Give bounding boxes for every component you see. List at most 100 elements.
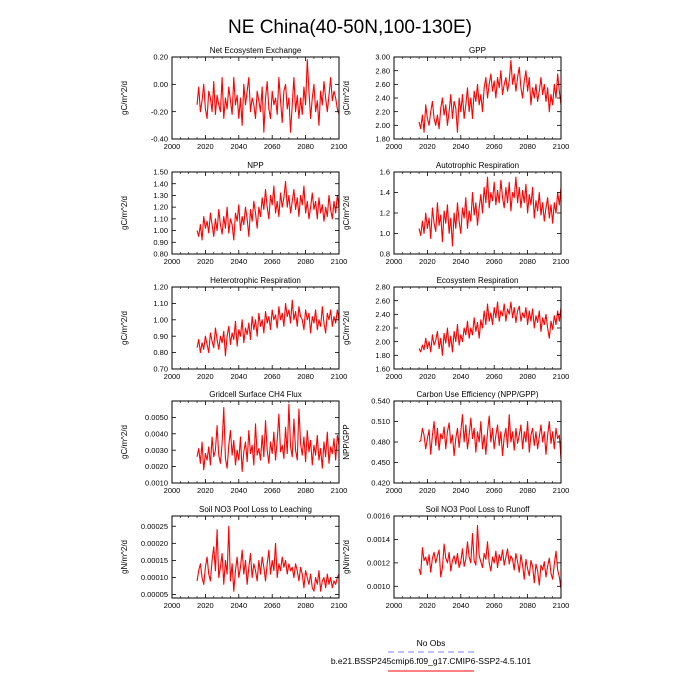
x-tick-label: 2020 — [197, 257, 214, 266]
y-tick-label: 0.00010 — [141, 573, 168, 582]
y-tick-label: 0.8 — [380, 250, 390, 259]
series-line — [418, 59, 562, 133]
y-axis-label: gC/m^2/d — [120, 425, 129, 459]
y-tick-label: 0.540 — [371, 397, 390, 406]
x-tick-label: 2020 — [197, 372, 214, 381]
y-tick-label: 1.20 — [153, 203, 168, 212]
x-tick-label: 2060 — [264, 372, 281, 381]
x-tick-label: 2060 — [486, 142, 503, 151]
y-tick-label: 1.30 — [153, 191, 168, 200]
panel-8: Soil NO3 Pool Loss to Leaching gN/m^2/d 20… — [120, 505, 347, 610]
y-tick-label: 1.00 — [153, 226, 168, 235]
y-axis-label: gC/m^2/d — [120, 81, 129, 115]
x-tick-label: 2100 — [553, 142, 570, 151]
y-tick-label: 0.480 — [371, 438, 390, 447]
x-tick-label: 2100 — [331, 601, 348, 610]
y-axis-label: gC/m^2/d — [120, 311, 129, 345]
y-tick-label: 0.00015 — [141, 556, 168, 565]
x-tick-label: 2080 — [519, 372, 536, 381]
y-axis-label: gC/m^2/d — [342, 196, 351, 230]
y-axis-label: gC/m^2/d — [342, 81, 351, 115]
panel-1: GPP gC/m^2/d 2000 2020 2040 2060 2080 2100 1.80 2… — [342, 46, 569, 151]
panel-4: Heterotrophic Respiration gC/m^2/d 2000 202… — [120, 276, 347, 381]
y-tick-label: 0.90 — [153, 332, 168, 341]
x-tick-label: 2000 — [164, 257, 181, 266]
x-tick-label: 2060 — [264, 601, 281, 610]
panel-title: Soil NO3 Pool Loss to Leaching — [199, 505, 312, 514]
y-tick-label: 0.510 — [371, 417, 390, 426]
y-tick-label: 2.20 — [375, 324, 390, 333]
y-tick-label: -0.40 — [151, 135, 168, 144]
x-tick-label: 2100 — [331, 486, 348, 495]
panel-title: GPP — [469, 46, 486, 55]
y-tick-label: 2.40 — [375, 94, 390, 103]
x-tick-label: 2020 — [419, 142, 436, 151]
y-tick-label: 3.00 — [375, 53, 390, 62]
x-tick-label: 2100 — [331, 257, 348, 266]
panel-title: Heterotrophic Respiration — [210, 276, 301, 285]
plot-frame — [171, 400, 340, 484]
x-tick-label: 2020 — [197, 142, 214, 151]
series-line — [418, 301, 562, 356]
y-tick-label: 1.0 — [380, 229, 390, 238]
x-tick-label: 2080 — [519, 257, 536, 266]
x-tick-label: 2080 — [297, 601, 314, 610]
panel-3: Autotrophic Respiration gC/m^2/d 2000 2020 2… — [342, 161, 569, 266]
panel-6: Gridcell Surface CH4 Flux gC/m^2/d 2000 202… — [120, 390, 347, 495]
panel-title: Carbon Use Efficiency (NPP/GPP) — [416, 390, 538, 399]
y-tick-label: 1.60 — [375, 365, 390, 374]
y-axis-label: gC/m^2/d — [120, 196, 129, 230]
panel-title: Autotrophic Respiration — [436, 161, 519, 170]
figure-title: NE China(40-50N,100-130E) — [228, 17, 472, 38]
panel-title: Soil NO3 Pool Loss to Runoff — [426, 505, 531, 514]
x-tick-label: 2020 — [419, 257, 436, 266]
y-tick-label: 0.0010 — [367, 582, 390, 591]
x-tick-label: 2020 — [419, 486, 436, 495]
plot-frame — [171, 515, 340, 599]
y-tick-label: 0.0012 — [367, 558, 390, 567]
x-tick-label: 2020 — [197, 486, 214, 495]
y-tick-label: 0.0016 — [367, 512, 390, 521]
series-line — [196, 59, 340, 133]
x-tick-label: 2080 — [297, 486, 314, 495]
x-tick-label: 2100 — [331, 142, 348, 151]
panel-9: Soil NO3 Pool Loss to Runoff gN/m^2/d 2000… — [342, 505, 569, 610]
y-tick-label: 2.80 — [375, 283, 390, 292]
x-tick-label: 2000 — [164, 372, 181, 381]
x-tick-label: 2060 — [486, 601, 503, 610]
x-tick-label: 2020 — [419, 601, 436, 610]
x-tick-label: 2080 — [519, 601, 536, 610]
x-tick-label: 2080 — [519, 142, 536, 151]
y-tick-label: 2.20 — [375, 107, 390, 116]
y-tick-label: 1.10 — [153, 214, 168, 223]
y-tick-label: 0.00005 — [141, 590, 168, 599]
y-tick-label: 0.00 — [153, 80, 168, 89]
x-tick-label: 2000 — [386, 372, 403, 381]
y-tick-label: -0.20 — [151, 107, 168, 116]
panel-7: Carbon Use Efficiency (NPP/GPP) NPP/GPP 20… — [342, 390, 569, 495]
x-tick-label: 2040 — [230, 486, 247, 495]
y-tick-label: 0.80 — [153, 348, 168, 357]
panel-title: Ecosystem Respiration — [437, 276, 519, 285]
panel-5: Ecosystem Respiration gC/m^2/d 2000 2020 204… — [342, 276, 569, 381]
y-axis-label: gC/m^2/d — [342, 311, 351, 345]
series-line — [418, 524, 562, 589]
legend-label-model: b.e21.BSSP245cmip6.f09_g17.CMIP6-SSP2-4.… — [331, 656, 532, 666]
x-tick-label: 2040 — [452, 372, 469, 381]
x-tick-label: 2000 — [164, 486, 181, 495]
y-tick-label: 0.0010 — [145, 479, 168, 488]
x-tick-label: 2040 — [452, 257, 469, 266]
y-tick-label: 1.2 — [380, 209, 390, 218]
plot-frame — [393, 171, 562, 255]
y-tick-label: 0.90 — [153, 238, 168, 247]
x-tick-label: 2020 — [197, 601, 214, 610]
x-tick-label: 2000 — [164, 601, 181, 610]
x-tick-label: 2100 — [331, 372, 348, 381]
y-axis-label: gN/m^2/d — [342, 540, 351, 574]
x-tick-label: 2060 — [264, 142, 281, 151]
x-tick-label: 2100 — [553, 257, 570, 266]
y-tick-label: 2.80 — [375, 66, 390, 75]
plot-frame — [393, 56, 562, 140]
x-tick-label: 2060 — [264, 486, 281, 495]
y-tick-label: 0.450 — [371, 458, 390, 467]
